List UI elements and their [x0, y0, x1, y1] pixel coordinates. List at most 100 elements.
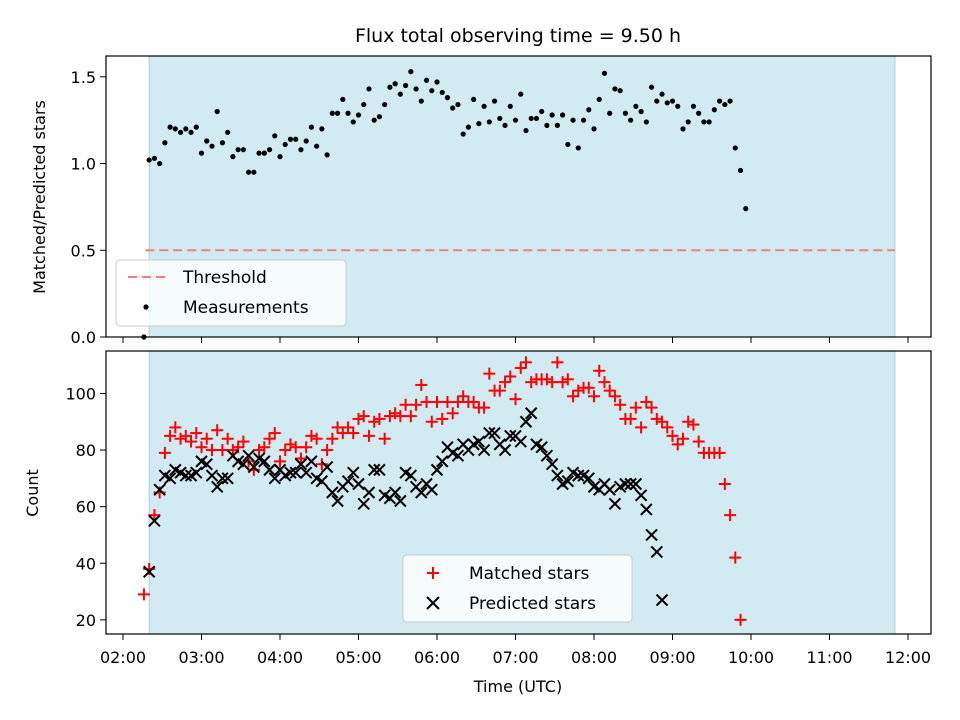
measurement-point — [209, 143, 215, 149]
predicted-star-point — [216, 472, 229, 485]
matched-star-point — [148, 509, 161, 522]
x-tick-label: 06:00 — [414, 648, 460, 667]
x-tick-label: 05:00 — [335, 648, 381, 667]
matched-star-point — [692, 435, 705, 448]
measurement-point — [628, 117, 634, 123]
predicted-star-point — [404, 469, 418, 482]
measurement-point — [277, 154, 283, 160]
matched-star-point — [394, 410, 407, 423]
matched-star-point — [216, 444, 229, 457]
measurement-point — [293, 136, 299, 142]
matched-star-point — [368, 415, 381, 428]
predicted-star-point — [483, 426, 496, 440]
matched-star-point — [399, 398, 412, 411]
measurement-point — [167, 124, 173, 130]
predicted-star-point — [655, 593, 669, 607]
matched-star-point — [603, 384, 616, 397]
measurement-point — [607, 110, 613, 116]
matched-star-point — [635, 421, 648, 434]
matched-star-point — [724, 509, 737, 522]
matched-star-point — [179, 429, 192, 442]
x-tick-label: 08:00 — [571, 648, 617, 667]
predicted-star-point — [415, 486, 428, 499]
measurement-point — [329, 110, 335, 116]
matched-star-point — [420, 395, 433, 408]
predicted-star-point — [153, 483, 166, 496]
measurement-point — [518, 91, 524, 97]
x-tick-label: 09:00 — [649, 648, 695, 667]
predicted-star-point — [514, 435, 527, 448]
measurement-point — [638, 108, 644, 115]
measurement-point — [685, 119, 691, 125]
measurement-point — [633, 103, 639, 109]
matched-star-point — [226, 444, 239, 457]
predicted-star-point — [247, 460, 261, 474]
predicted-star-point — [540, 449, 554, 462]
matched-star-point — [624, 412, 637, 425]
matched-star-point — [331, 421, 344, 434]
measurement-point — [397, 91, 403, 97]
legend-predicted-label: Predicted stars — [469, 594, 596, 614]
matched-star-point — [310, 432, 323, 445]
matched-star-point — [253, 444, 266, 457]
predicted-star-point — [289, 466, 302, 479]
measurement-point — [722, 101, 728, 108]
matched-star-point — [729, 551, 742, 564]
measurement-point — [240, 147, 246, 153]
measurement-point — [334, 110, 341, 116]
measurement-point — [539, 108, 545, 115]
measurement-point — [643, 119, 649, 125]
measurement-point — [502, 122, 508, 128]
matched-star-point — [362, 429, 375, 442]
measurement-point — [151, 155, 157, 161]
matched-star-point — [451, 395, 464, 408]
predicted-star-point — [634, 489, 648, 502]
measurement-point — [654, 98, 660, 104]
predicted-star-point — [200, 457, 213, 471]
y-tick-label: 80 — [76, 441, 96, 460]
matched-star-point — [499, 376, 512, 389]
measurement-point — [675, 103, 681, 109]
measurement-point — [408, 69, 414, 75]
measurement-point — [382, 101, 388, 108]
measurement-point — [308, 124, 314, 130]
y-tick-label: 60 — [76, 498, 96, 517]
predicted-star-point — [341, 474, 355, 488]
matched-star-point — [666, 429, 679, 442]
measurement-point — [711, 107, 717, 113]
matched-star-point — [289, 441, 302, 454]
matched-star-point — [336, 427, 349, 440]
measurement-point — [303, 138, 309, 144]
x-tick-label: 10:00 — [728, 648, 774, 667]
matched-star-point — [431, 395, 443, 408]
measurement-point — [659, 91, 665, 97]
matched-star-point — [561, 373, 574, 386]
predicted-star-point — [242, 449, 255, 462]
predicted-star-point — [624, 477, 637, 491]
measurement-point — [560, 112, 566, 118]
measurement-point — [324, 152, 330, 158]
measurement-point — [486, 119, 492, 125]
measurement-point — [282, 141, 288, 148]
matched-star-point — [169, 421, 182, 434]
x-tick-label: 02:00 — [100, 648, 146, 667]
matched-star-point — [441, 395, 454, 408]
measurement-point — [669, 98, 676, 104]
matched-star-point — [436, 412, 449, 425]
measurement-point — [690, 103, 697, 109]
measurement-point — [177, 129, 184, 135]
matched-star-point — [588, 390, 600, 403]
measurement-point — [403, 82, 409, 89]
measurement-point — [743, 206, 749, 212]
measurement-point — [491, 98, 498, 104]
matched-star-point — [661, 421, 674, 434]
predicted-star-point — [477, 443, 491, 457]
matched-star-point — [404, 410, 417, 423]
predicted-star-point — [524, 407, 538, 420]
matched-star-point — [205, 444, 218, 457]
matched-star-point — [415, 378, 428, 391]
x-tick-label: 07:00 — [492, 648, 538, 667]
legend-bottom: Matched stars Predicted stars — [402, 554, 633, 623]
predicted-star-point — [263, 463, 276, 477]
